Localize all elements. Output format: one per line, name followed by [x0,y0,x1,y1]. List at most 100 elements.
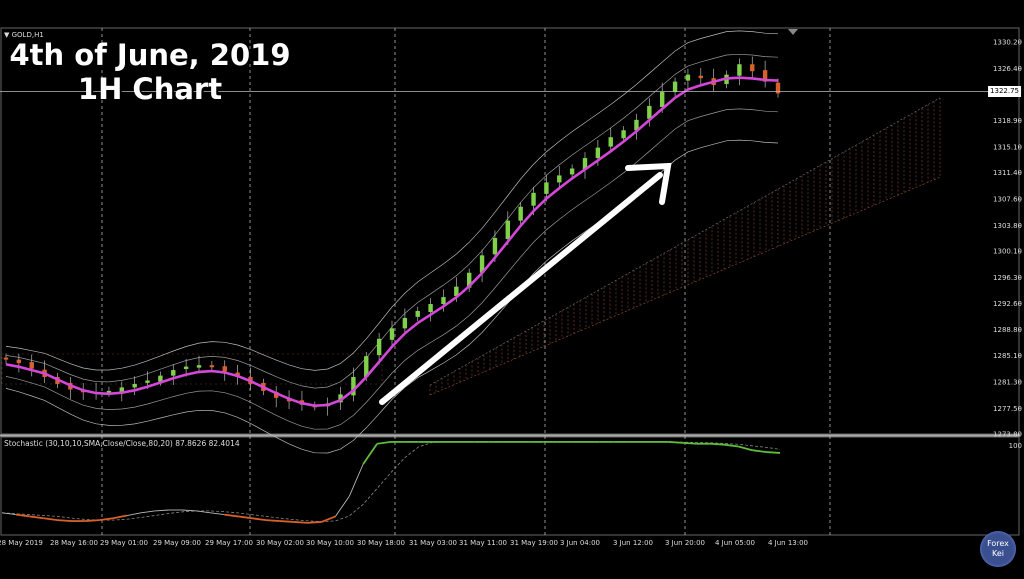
stoch-main-segment [738,445,753,452]
main-pane-frame [0,27,1020,435]
stoch-main-segment [376,441,392,445]
price-tick-label: 1285.10 [993,352,1022,360]
price-tick-label: 1273.80 [993,431,1022,439]
candle-body [209,365,215,368]
stochastic-lines: 100 [1,441,1022,524]
candle-body [660,92,665,107]
time-tick-label: 31 May 11:00 [459,539,507,547]
candle-body [621,130,626,139]
stoch-main-segment [29,515,44,520]
stoch-main-segment [668,441,683,444]
stoch-main-segment [126,512,142,516]
time-tick-label: 30 May 10:00 [306,539,354,547]
stoch-main-segment [251,517,267,522]
stoch-main-segment [238,515,253,520]
time-tick-label: 29 May 01:00 [100,539,148,547]
price-tick-label: 1300.10 [993,248,1022,256]
time-tick-label: 4 Jun 05:00 [715,539,755,547]
candle-body [29,362,34,369]
candle-body [351,377,356,396]
stoch-main-segment [224,513,239,518]
cloud-early [1,353,383,385]
stoch-main-segment [710,442,725,446]
candle-body [762,70,768,82]
candlesticks [3,56,781,416]
candle-body [479,255,485,273]
time-axis: 28 May 2019 28 May 16:00 29 May 01:00 29 Ma… [0,539,808,547]
candle-body [158,375,163,382]
shift-marker-icon [788,29,798,35]
stoch-main-segment [362,443,378,465]
candle-body [183,366,189,370]
trend-arrow [379,162,672,405]
candle-body [634,119,639,131]
candle-body [672,81,678,93]
stoch-main-segment [43,517,58,522]
stoch-main-segment [724,443,739,448]
stoch-main-segment [182,509,197,512]
time-tick-label: 3 Jun 12:00 [613,539,653,547]
band-line [5,108,779,430]
stoch-main-segment [766,451,781,454]
candle-body [557,175,562,183]
price-tick-label: 1292.60 [993,300,1022,308]
candle-body [750,64,755,72]
stochastic-label: Stochastic (30,10,10,SMA,Close/Close,80,… [4,439,240,448]
stoch-main-segment [335,495,350,517]
candle-body [222,366,227,372]
channel-badge[interactable]: Forex Kei [980,531,1016,567]
candle-body [454,286,459,297]
dropdown-triangle-icon[interactable]: ▼ [4,31,10,39]
candle-body [647,105,652,119]
price-tick-label: 1326.40 [993,65,1022,73]
price-tick-label: 1311.40 [993,169,1022,177]
price-tick-label: 1330.20 [993,39,1022,47]
candle-body [467,272,472,288]
stoch-main-segment [99,517,114,522]
stoch-main-segment [1,512,16,516]
stoch-main-segment [196,510,211,514]
candle-body [608,137,613,147]
stoch-main-segment [752,449,767,453]
candle-body [274,391,279,398]
price-tick-label: 1315.10 [993,143,1022,151]
moving-average [5,76,779,408]
time-tick-label: 30 May 18:00 [357,539,405,547]
candle-body [171,370,176,376]
candle-body [582,158,588,170]
video-title-overlay: 4th of June, 2019 1H Chart [0,38,300,106]
price-tick-label: 1307.60 [993,196,1022,204]
candle-body [402,317,408,329]
candle-body [3,357,9,360]
stoch-main-segment [307,521,322,524]
candle-body [569,168,575,175]
candle-body [106,390,112,393]
stoch-main-segment [154,509,169,512]
candle-body [364,356,369,378]
price-axis: 1330.20 1326.40 1318.90 1315.10 1311.40 1307.… [993,39,1022,439]
candle-body [685,74,691,81]
ichimoku-cloud [1,97,941,396]
price-tick-label: 1318.90 [993,117,1022,125]
title-line-2: 1H Chart [77,72,223,106]
time-tick-label: 31 May 03:00 [409,539,457,547]
candle-body [119,387,124,392]
badge-line-2: Kei [992,549,1004,558]
candle-body [775,82,781,94]
stoch-main-segment [279,520,294,523]
ma-line [5,76,779,408]
stochastic-pane-frame [0,436,1020,536]
stoch-main-segment [15,513,30,518]
price-tick-label: 1296.30 [993,274,1022,282]
stoch-main-segment [293,521,308,524]
stoch-main-segment [85,519,100,522]
stoch-signal-line [1,441,781,523]
candle-body [16,359,22,364]
stoch-main-segment [321,515,336,523]
time-tick-label: 4 Jun 13:00 [768,539,808,547]
candle-body [145,380,150,383]
candle-body [376,338,382,356]
price-tick-label: 1288.80 [993,326,1022,334]
